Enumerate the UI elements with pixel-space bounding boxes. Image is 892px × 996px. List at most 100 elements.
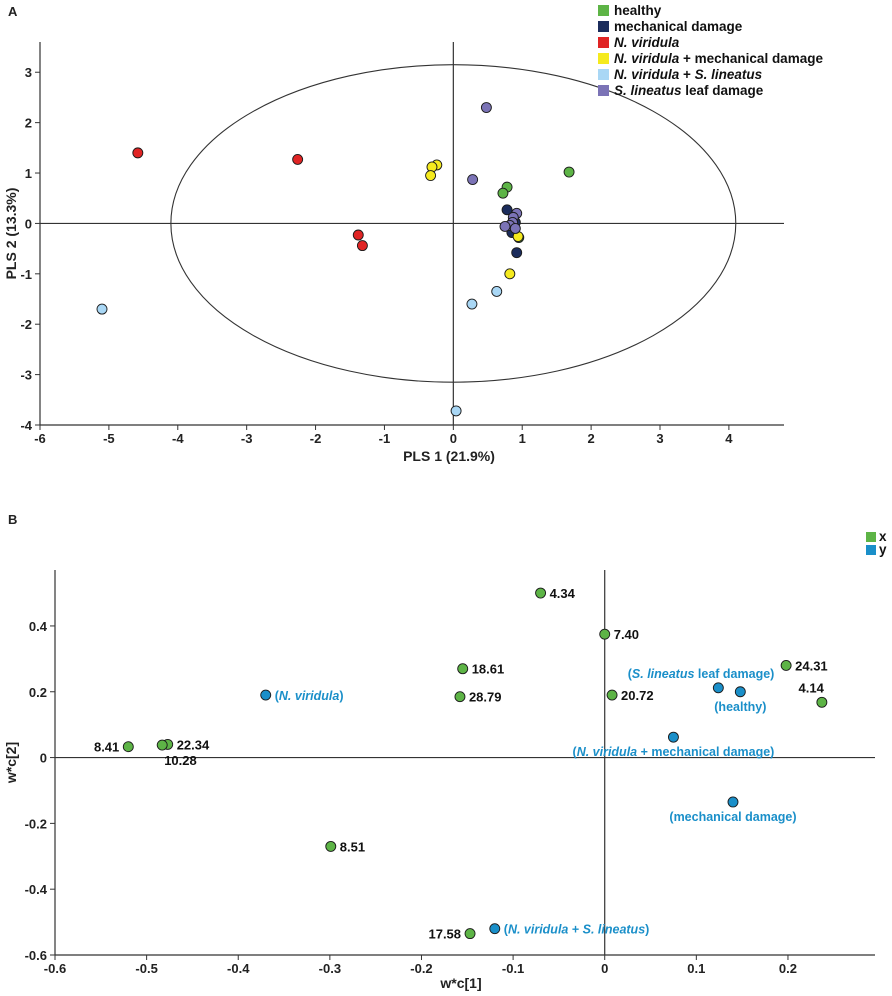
- panel-b-letter: B: [8, 512, 17, 527]
- point-nv: [292, 153, 304, 165]
- x-point-label: 22.34: [177, 737, 210, 752]
- y-point-label-part: +: [568, 923, 582, 937]
- point-healthy: [497, 187, 509, 199]
- x-variable-point: [325, 840, 337, 852]
- y-point-label-part: N. viridula: [279, 689, 339, 703]
- x-point-label: 4.14: [799, 680, 825, 695]
- y-tick-label: -4: [20, 418, 32, 433]
- y-point-label: (healthy): [714, 700, 766, 714]
- y-point-label-part: leaf damage): [694, 667, 774, 681]
- x-variable-point: [156, 739, 168, 751]
- legend-label-x: x: [879, 529, 887, 544]
- x-axis-label: w*c[1]: [439, 975, 481, 991]
- y-variable-point: [712, 682, 724, 694]
- legend-label-nv-part: N. viridula: [614, 35, 680, 50]
- y-point-label-part: (: [504, 923, 509, 937]
- legend-swatch-nv: [598, 37, 609, 48]
- point-sl_leaf: [480, 102, 492, 113]
- y-point-label: (mechanical damage): [669, 810, 796, 824]
- x-point-label: 4.34: [550, 586, 576, 601]
- x-tick-label: 0: [450, 431, 457, 446]
- x-variable-point: [599, 628, 611, 640]
- point-nv: [132, 147, 144, 159]
- y-point-label-part: (healthy): [714, 700, 766, 714]
- legend-label-nv_sl-part: +: [679, 67, 694, 82]
- point-sl_leaf: [499, 220, 511, 232]
- y-tick-label: 0: [25, 216, 32, 231]
- y-variable-point: [734, 686, 746, 698]
- legend-swatch-mechanical_damage: [598, 21, 609, 32]
- legend-swatch-nv_sl: [598, 69, 609, 80]
- x-variable-point: [606, 689, 618, 701]
- legend-label-healthy: healthy: [614, 3, 662, 18]
- y-tick-label: 0.2: [29, 685, 47, 700]
- y-point-label: (N. viridula + mechanical damage): [573, 745, 775, 759]
- panel-a-letter: A: [8, 4, 18, 19]
- x-tick-label: -0.2: [410, 961, 432, 976]
- legend-label-sl_leaf-part: S. lineatus: [614, 83, 682, 98]
- y-point-label-part: N. viridula: [577, 745, 637, 759]
- x-axis-label: PLS 1 (21.9%): [403, 448, 495, 464]
- legend-label-nv_sl: N. viridula + S. lineatus: [614, 67, 763, 82]
- legend-swatch-y: [866, 545, 876, 555]
- x-tick-label: -2: [310, 431, 322, 446]
- y-tick-label: 0.4: [29, 619, 48, 634]
- point-healthy: [563, 166, 575, 178]
- x-point-label: 8.41: [94, 740, 119, 755]
- x-tick-label: 1: [519, 431, 526, 446]
- y-axis-label: PLS 2 (13.3%): [3, 188, 19, 280]
- y-variable-point: [667, 731, 679, 743]
- x-tick-label: 0: [601, 961, 608, 976]
- y-tick-label: -3: [20, 368, 32, 383]
- legend-label-mechanical_damage-part: mechanical damage: [614, 19, 743, 34]
- legend-label-sl_leaf: S. lineatus leaf damage: [614, 83, 764, 98]
- x-point-label: 18.61: [472, 662, 505, 677]
- x-variable-point: [780, 659, 792, 671]
- x-point-label: 17.58: [428, 927, 461, 942]
- point-nv_sl: [96, 303, 108, 315]
- legend-label-healthy-part: healthy: [614, 3, 662, 18]
- y-point-label-part: + mechanical damage): [637, 745, 774, 759]
- point-nv_mech: [504, 268, 516, 280]
- y-point-label-part: S. lineatus: [632, 667, 695, 681]
- x-tick-label: -3: [241, 431, 253, 446]
- legend-swatch-sl_leaf: [598, 85, 609, 96]
- y-variable-point: [489, 923, 501, 935]
- y-point-label-part: N. viridula: [508, 923, 568, 937]
- y-tick-label: -0.2: [25, 816, 47, 831]
- legend-label-nv_mech: N. viridula + mechanical damage: [614, 51, 823, 66]
- legend-swatch-healthy: [598, 5, 609, 16]
- y-axis-label: w*c[2]: [3, 742, 19, 784]
- legend-label-mechanical_damage: mechanical damage: [614, 19, 743, 34]
- point-mechanical_damage: [511, 247, 523, 259]
- x-tick-label: 4: [725, 431, 733, 446]
- x-tick-label: -0.3: [319, 961, 341, 976]
- y-point-label-part: (: [573, 745, 578, 759]
- point-nv: [356, 240, 368, 252]
- y-point-label: (S. lineatus leaf damage): [628, 667, 775, 681]
- y-point-label-part: (mechanical damage): [669, 810, 796, 824]
- point-sl_leaf: [467, 174, 479, 186]
- x-tick-label: 2: [587, 431, 594, 446]
- y-tick-label: 1: [25, 166, 32, 181]
- x-tick-label: -0.4: [227, 961, 250, 976]
- legend-label-nv_sl-part: N. viridula: [614, 67, 680, 82]
- point-mechanical_damage: [501, 204, 513, 216]
- x-tick-label: -0.1: [502, 961, 524, 976]
- y-tick-label: -2: [20, 317, 32, 332]
- y-point-label-part: (: [628, 667, 633, 681]
- y-tick-label: 2: [25, 116, 32, 131]
- y-tick-label: -0.4: [25, 882, 48, 897]
- legend-label-nv_mech-part: + mechanical damage: [679, 51, 823, 66]
- y-point-label-part: S. lineatus: [583, 923, 646, 937]
- y-tick-label: -1: [20, 267, 32, 282]
- y-point-label-part: ): [339, 689, 343, 703]
- x-tick-label: -4: [172, 431, 184, 446]
- y-point-label: (N. viridula + S. lineatus): [504, 923, 650, 937]
- y-point-label: (N. viridula): [275, 689, 344, 703]
- legend-swatch-nv_mech: [598, 53, 609, 64]
- panel-b-plot: -0.6 -0.5 -0.4 -0.3 -0.2 -0.1 0 0.1 0.2 -0.6 -0.4 -…: [3, 529, 887, 991]
- y-variable-point: [727, 796, 739, 808]
- point-sl_leaf: [509, 223, 521, 234]
